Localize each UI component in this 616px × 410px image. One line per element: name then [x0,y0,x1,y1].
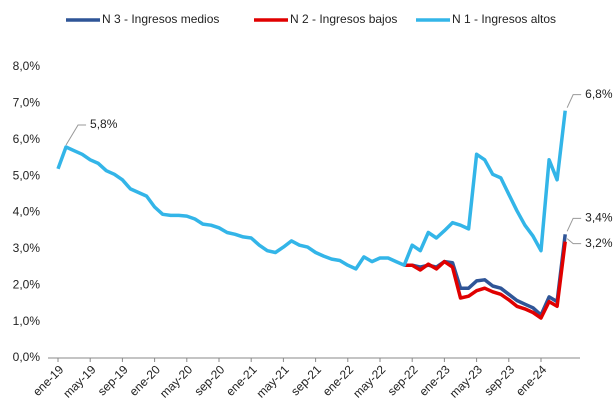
x-tick-label: ene-23 [416,362,453,399]
data-label: 5,8% [90,117,118,131]
x-tick-label: may-20 [157,362,195,400]
leader-line [566,217,582,232]
x-tick-label: sep-22 [385,362,421,398]
x-tick-label: sep-20 [192,362,228,398]
legend-label: N 3 - Ingresos medios [102,12,219,26]
y-tick-label: 0,0% [13,350,41,364]
y-tick-label: 4,0% [13,205,41,219]
y-tick-label: 3,0% [13,241,41,255]
x-tick-label: sep-23 [481,362,517,398]
y-tick-label: 2,0% [13,277,41,291]
data-label: 3,4% [585,210,613,224]
leader-line [566,238,582,245]
x-tick-label: ene-20 [127,362,164,399]
x-tick-label: may-23 [447,362,485,400]
x-tick-label: sep-19 [95,362,131,398]
legend-label: N 1 - Ingresos altos [452,12,556,26]
x-tick-label: ene-22 [320,362,357,399]
y-tick-label: 6,0% [13,132,41,146]
leader-line [566,94,582,108]
data-label: 6,8% [585,87,613,101]
x-tick-label: may-19 [60,362,98,400]
y-tick-label: 7,0% [13,96,41,110]
series-line [404,241,567,320]
y-tick-label: 1,0% [13,314,41,328]
leader-line [65,124,87,146]
y-tick-label: 5,0% [13,168,41,182]
legend-label: N 2 - Ingresos bajos [290,12,397,26]
x-tick-label: ene-19 [30,362,67,399]
x-tick-label: may-22 [350,362,388,400]
x-tick-label: may-21 [254,362,292,400]
data-label: 3,2% [585,236,613,250]
series-line [56,110,567,271]
y-tick-label: 8,0% [13,59,41,73]
x-tick-label: ene-24 [513,362,550,399]
x-tick-label: sep-21 [288,362,324,398]
x-tick-label: ene-21 [223,362,260,399]
